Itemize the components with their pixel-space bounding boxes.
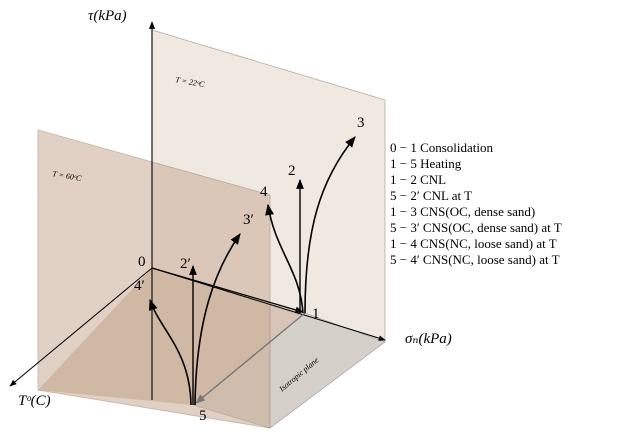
front-plane <box>37 129 271 429</box>
sigma-label: σₙ(kPa) <box>405 331 452 347</box>
point-label: 2 <box>288 163 296 179</box>
legend-entry: 1 − 3 CNS(OC, dense sand) <box>390 204 535 219</box>
point-label: 3 <box>357 115 365 131</box>
point-label: 3′ <box>243 212 254 228</box>
point-label: 2′ <box>180 256 191 272</box>
point-label: 5 <box>199 408 207 424</box>
legend-entry: 5 − 2′ CNL at T <box>390 188 472 203</box>
path-5-4p <box>148 298 192 406</box>
path-1-4 <box>265 203 304 314</box>
legend-entry: 1 − 4 CNS(NC, loose sand) at T <box>390 236 557 251</box>
point-label: 4 <box>260 184 268 200</box>
path-1-3 <box>304 136 356 314</box>
tau-label: τ(kPa) <box>88 8 127 24</box>
legend-entry: 5 − 3′ CNS(OC, dense sand) at T <box>390 220 562 235</box>
legend-entry: 5 − 4′ CNS(NC, loose sand) at T <box>390 252 560 267</box>
legend: 0 − 1 Consolidation 1 − 5 Heating 1 − 2 … <box>390 140 562 267</box>
path-1-5 <box>195 312 306 404</box>
path-5-3p <box>194 233 241 406</box>
point-label: 1 <box>312 306 320 322</box>
legend-entry: 1 − 5 Heating <box>390 156 462 171</box>
legend-entry: 0 − 1 Consolidation <box>390 140 494 155</box>
sigma-axis <box>151 267 386 341</box>
point-label: 0 <box>138 254 146 270</box>
legend-entry: 1 − 2 CNL <box>390 172 446 187</box>
temperature-axis <box>9 267 153 387</box>
path-0-1 <box>151 267 304 314</box>
point-label: 4′ <box>134 278 145 294</box>
temperature-label: Tᵒ(C) <box>18 393 51 409</box>
